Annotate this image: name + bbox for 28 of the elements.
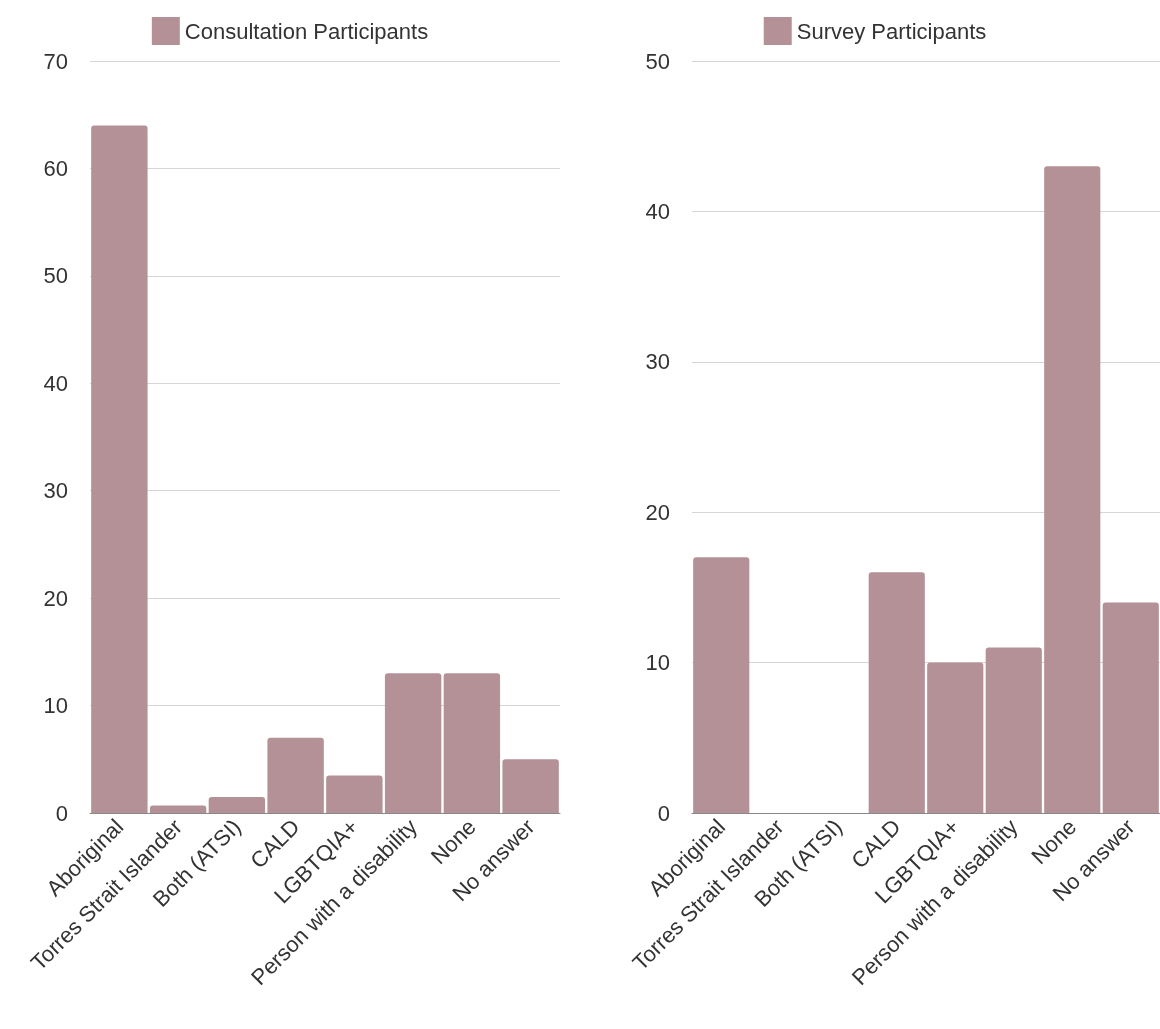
bar bbox=[1102, 602, 1159, 813]
bar bbox=[985, 647, 1042, 813]
legend-label: Consultation Participants bbox=[184, 18, 429, 44]
y-tick-label: 50 bbox=[43, 263, 68, 289]
bar bbox=[693, 557, 750, 813]
bar bbox=[868, 572, 925, 813]
y-tick-label: 20 bbox=[43, 585, 68, 611]
bar bbox=[502, 759, 559, 813]
bar bbox=[267, 737, 324, 813]
bar bbox=[927, 662, 984, 813]
y-tick-label: 40 bbox=[645, 198, 670, 224]
y-tick-label: 20 bbox=[645, 499, 670, 525]
y-tick-label: 60 bbox=[43, 155, 68, 181]
y-tick-label: 30 bbox=[43, 478, 68, 504]
bar bbox=[326, 775, 383, 813]
y-tick-label: 10 bbox=[43, 693, 68, 719]
bar bbox=[1044, 166, 1101, 813]
bar bbox=[384, 673, 442, 813]
legend-label: Survey Participants bbox=[796, 18, 987, 44]
bar bbox=[443, 673, 501, 813]
y-tick-label: 40 bbox=[43, 370, 68, 396]
bar bbox=[208, 796, 266, 813]
bar bbox=[91, 125, 148, 813]
y-tick-label: 70 bbox=[43, 48, 68, 74]
y-tick-label: 50 bbox=[645, 48, 670, 74]
bar bbox=[149, 805, 207, 813]
y-tick-label: 30 bbox=[645, 349, 670, 375]
y-tick-label: 10 bbox=[645, 650, 670, 676]
